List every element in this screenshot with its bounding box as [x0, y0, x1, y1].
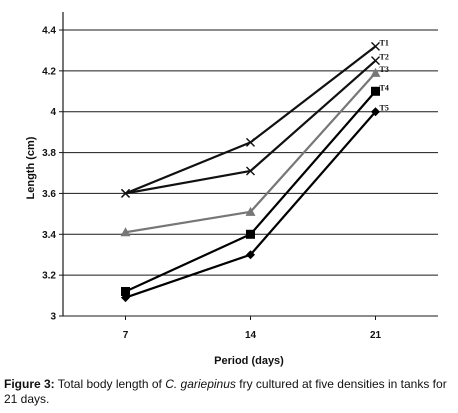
y-tick-label: 3.6 [42, 189, 56, 200]
series-line-T2 [125, 59, 377, 195]
data-point-T1-14 [246, 137, 255, 147]
x-axis-title: Period (days) [214, 355, 284, 367]
data-point-T5-21 [371, 107, 380, 117]
series-label-T1: T1 [380, 38, 389, 47]
series-T5: T5 [121, 104, 389, 303]
axes [59, 12, 376, 320]
caption-label: Figure 3: [4, 377, 55, 391]
caption-species: C. gariepinus [165, 377, 236, 391]
data-point-T2-21 [371, 56, 380, 66]
y-tick-label: 4 [50, 107, 56, 118]
series-label-T3: T3 [380, 65, 389, 74]
series-group: T1 T2 T3 T4 T5 [120, 38, 389, 303]
y-tick-labels: 3 3.2 3.4 3.6 3.8 4 4.2 4.4 [42, 26, 56, 323]
caption-text-before: Total body length of [54, 377, 166, 391]
series-T2: T2 [121, 53, 389, 198]
x-tick-label: 7 [123, 330, 129, 341]
x-tick-labels: 7 14 21 [123, 330, 382, 341]
series-T3: T3 [120, 65, 389, 237]
series-line-T4 [125, 90, 377, 293]
series-label-T2: T2 [380, 53, 389, 62]
x-tick-label: 21 [370, 330, 382, 341]
data-point-T4-14 [246, 229, 255, 239]
figure-caption: Figure 3: Total body length of C. gariep… [4, 377, 454, 407]
series-label-T5: T5 [380, 104, 389, 113]
data-point-T1-21 [371, 41, 380, 51]
data-point-T5-7 [121, 293, 130, 303]
y-tick-label: 3.2 [42, 271, 56, 282]
series-line-T5 [125, 110, 377, 299]
y-tick-label: 4.2 [42, 66, 56, 77]
data-point-T3-21 [370, 67, 381, 77]
data-point-T2-7 [121, 188, 130, 198]
x-tick-label: 14 [245, 330, 257, 341]
y-tick-label: 4.4 [42, 26, 56, 37]
data-point-T2-14 [246, 166, 255, 176]
series-T4: T4 [121, 83, 389, 296]
y-tick-label: 3 [50, 312, 56, 323]
line-chart: 3 3.2 3.4 3.6 3.8 4 4.2 4.4 7 14 21 T1 T2 T3 T4 T5 Pe… [25, 12, 438, 367]
series-T1: T1 [121, 38, 389, 198]
caption-text-after: fry cultured at five densities in tanks … [4, 377, 447, 406]
y-tick-label: 3.8 [42, 148, 56, 159]
series-label-T4: T4 [380, 83, 389, 92]
y-axis-title: Length (cm) [25, 136, 37, 199]
data-point-T3-7 [120, 227, 131, 237]
data-point-T5-14 [246, 250, 255, 260]
data-point-T3-14 [245, 206, 256, 216]
y-tick-label: 3.4 [42, 230, 56, 241]
data-point-T4-21 [371, 86, 380, 96]
data-point-T4-7 [121, 286, 130, 296]
